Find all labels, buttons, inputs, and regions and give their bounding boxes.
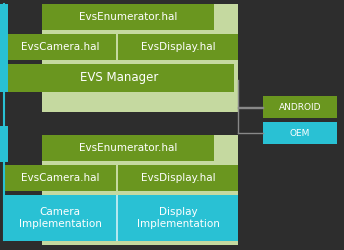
Text: EvsEnumerator.hal: EvsEnumerator.hal	[79, 12, 177, 22]
FancyBboxPatch shape	[118, 165, 238, 191]
FancyBboxPatch shape	[0, 4, 8, 92]
Text: Camera
Implementation: Camera Implementation	[19, 207, 101, 229]
FancyBboxPatch shape	[42, 135, 214, 161]
FancyBboxPatch shape	[263, 96, 337, 118]
Text: EvsCamera.hal: EvsCamera.hal	[21, 173, 99, 183]
FancyBboxPatch shape	[42, 135, 238, 245]
Text: EvsDisplay.hal: EvsDisplay.hal	[141, 173, 215, 183]
FancyBboxPatch shape	[4, 34, 116, 60]
Text: ANDROID: ANDROID	[279, 102, 321, 112]
FancyBboxPatch shape	[42, 4, 238, 112]
FancyBboxPatch shape	[0, 126, 8, 162]
Text: EvsCamera.hal: EvsCamera.hal	[21, 42, 99, 52]
Text: OEM: OEM	[290, 128, 310, 138]
Text: EvsEnumerator.hal: EvsEnumerator.hal	[79, 143, 177, 153]
FancyBboxPatch shape	[118, 34, 238, 60]
Text: Display
Implementation: Display Implementation	[137, 207, 219, 229]
Text: EVS Manager: EVS Manager	[80, 72, 158, 85]
FancyBboxPatch shape	[263, 122, 337, 144]
FancyBboxPatch shape	[4, 64, 234, 92]
Text: EvsDisplay.hal: EvsDisplay.hal	[141, 42, 215, 52]
FancyBboxPatch shape	[42, 4, 214, 30]
FancyBboxPatch shape	[118, 195, 238, 241]
FancyBboxPatch shape	[4, 165, 116, 191]
FancyBboxPatch shape	[4, 195, 238, 241]
FancyBboxPatch shape	[4, 195, 116, 241]
